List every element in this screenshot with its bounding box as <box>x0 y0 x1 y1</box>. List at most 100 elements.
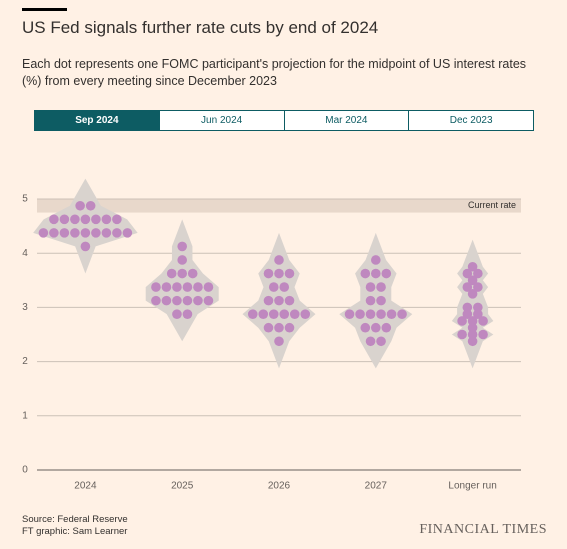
dot <box>80 228 91 238</box>
dot <box>59 228 70 238</box>
dot <box>59 214 70 225</box>
dot <box>284 322 295 333</box>
dot <box>193 282 203 292</box>
dot <box>365 295 376 306</box>
dot <box>397 309 407 319</box>
dot <box>80 241 91 252</box>
source: Source: Federal Reserve <box>22 514 128 525</box>
y-tick-label: 0 <box>22 465 28 476</box>
dot <box>263 295 274 306</box>
dot <box>467 316 478 326</box>
dot <box>371 268 381 279</box>
dot <box>274 268 284 279</box>
dot <box>274 336 284 347</box>
violin <box>145 219 219 342</box>
dot <box>381 268 392 279</box>
dot <box>473 309 483 319</box>
dot <box>457 329 467 340</box>
dot <box>467 336 478 347</box>
x-tick-label: 2025 <box>171 481 194 492</box>
dot <box>462 309 473 319</box>
dot <box>381 322 392 333</box>
dot <box>268 309 279 319</box>
dot <box>112 228 122 238</box>
dot <box>247 309 258 319</box>
dot <box>371 322 381 333</box>
dot <box>467 275 478 286</box>
y-tick-label: 2 <box>22 356 28 367</box>
tab[interactable]: Dec 2023 <box>408 111 533 130</box>
current-rate-label: Current rate <box>468 200 516 210</box>
violin <box>339 232 413 369</box>
title-bar <box>22 8 67 11</box>
dot <box>151 282 161 292</box>
violin <box>451 239 494 369</box>
dot <box>166 268 177 279</box>
y-tick-label: 1 <box>22 410 28 421</box>
dot <box>376 282 386 292</box>
x-tick-label: 2026 <box>268 481 291 492</box>
dot <box>203 282 214 292</box>
dot <box>91 228 101 238</box>
current-rate-band <box>37 199 521 213</box>
dot <box>49 214 59 225</box>
dot <box>161 282 172 292</box>
dot <box>462 268 473 279</box>
dot <box>365 282 376 292</box>
dot <box>203 295 214 306</box>
tab[interactable]: Jun 2024 <box>158 111 284 130</box>
chart-subtitle: Each dot represents one FOMC participant… <box>22 57 527 88</box>
x-tick-label: 2024 <box>74 481 97 492</box>
dot <box>122 228 133 238</box>
dot <box>274 322 284 333</box>
dot <box>467 261 478 272</box>
dot <box>151 295 161 306</box>
dot <box>91 214 101 225</box>
dot <box>75 200 85 211</box>
dot <box>300 309 311 319</box>
dot <box>80 214 91 225</box>
dot <box>263 322 274 333</box>
brand: FINANCIAL TIMES <box>419 522 547 537</box>
dot <box>268 282 279 292</box>
dot <box>462 282 473 292</box>
dot <box>172 295 182 306</box>
chart-title: US Fed signals further rate cuts by end … <box>22 18 379 37</box>
dot <box>177 268 187 279</box>
dot <box>161 295 172 306</box>
dot <box>386 309 397 319</box>
y-tick-label: 5 <box>22 194 28 205</box>
dot <box>467 329 478 340</box>
dot <box>101 214 112 225</box>
dot <box>187 268 198 279</box>
dot <box>376 295 386 306</box>
dot <box>478 329 488 340</box>
y-tick-label: 3 <box>22 302 28 313</box>
dot <box>360 268 371 279</box>
dot <box>467 322 478 333</box>
dot <box>473 282 483 292</box>
dot <box>376 336 386 347</box>
dot <box>473 302 483 313</box>
dot <box>344 309 355 319</box>
dot <box>172 282 182 292</box>
dot <box>263 268 274 279</box>
dot <box>457 316 467 326</box>
dot <box>284 268 295 279</box>
tab[interactable]: Mar 2024 <box>283 111 409 130</box>
credit: FT graphic: Sam Learner <box>22 526 128 537</box>
tab-bar: Sep 2024 Jun 2024 Mar 2024 Dec 2023 <box>34 110 534 131</box>
dot <box>70 228 80 238</box>
dot <box>49 228 59 238</box>
dot <box>112 214 122 225</box>
tab[interactable]: Sep 2024 <box>35 111 159 130</box>
dot <box>284 295 295 306</box>
dot <box>182 295 193 306</box>
dot <box>177 255 187 265</box>
dot <box>360 322 371 333</box>
dot <box>467 289 478 299</box>
dot <box>376 309 386 319</box>
dot <box>182 309 193 319</box>
